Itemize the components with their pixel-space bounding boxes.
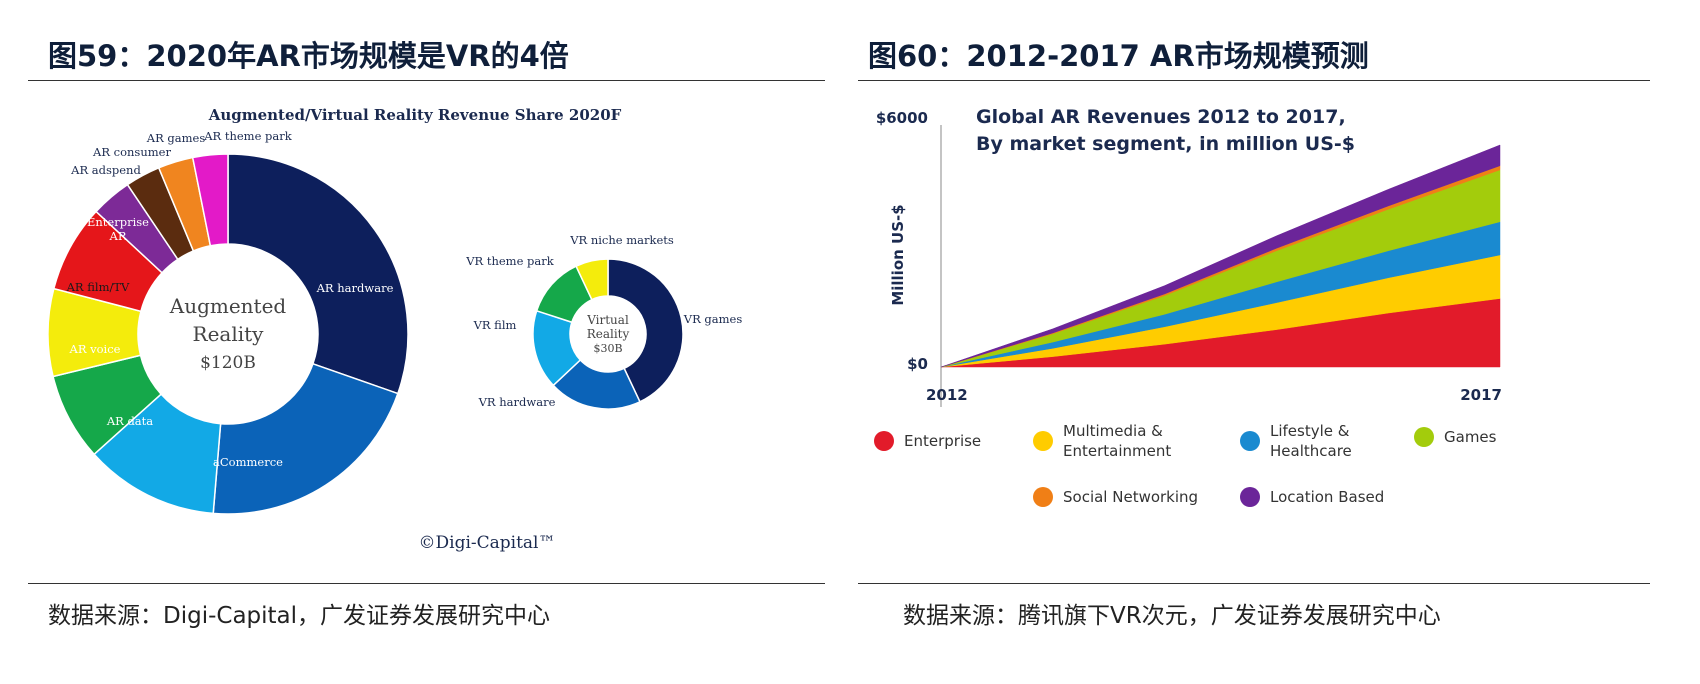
slice-label-vr-film: VR film	[473, 318, 517, 332]
slice-label-ar-adspend: AR adspend	[70, 163, 141, 177]
slice-label-ar-hardware: AR hardware	[316, 281, 394, 295]
slice-label-ar-games: AR games	[146, 131, 206, 145]
slice-label-enterprise-ar: AR	[109, 229, 127, 243]
legend-label-location-based: Location Based	[1270, 488, 1384, 506]
donut-chart: Augmented/Virtual Reality Revenue Share …	[47, 106, 743, 553]
legend-swatch-enterprise	[874, 431, 894, 451]
slice-acommerce	[212, 362, 399, 515]
legend-label-games: Games	[1444, 428, 1497, 446]
legend-swatch-multimedia-entertainment	[1033, 431, 1053, 451]
slice-vr-niche-markets	[575, 258, 609, 301]
slice-label-acommerce: aCommerce	[213, 455, 283, 469]
figure-59-title: 图59：2020年AR市场规模是VR的4倍	[48, 39, 569, 73]
figure-60-source: 数据来源：腾讯旗下VR次元，广发证券发展研究中心	[903, 603, 1441, 629]
slice-ar-hardware	[227, 153, 409, 395]
x-tick-label: 2012	[926, 386, 968, 404]
legend-swatch-lifestyle-healthcare	[1240, 431, 1260, 451]
source-divider	[858, 583, 1650, 584]
y-axis-label: Million US-$	[889, 204, 907, 305]
figure-59-panel: 图59：2020年AR市场规模是VR的4倍 Augmented/Virtual …	[0, 0, 825, 684]
slice-label-vr-games: VR games	[683, 312, 743, 326]
chart-title-line: By market segment, in million US-$	[976, 133, 1355, 155]
legend-label-lifestyle-healthcare: Lifestyle &	[1270, 422, 1350, 440]
legend-label-multimedia-entertainment: Entertainment	[1063, 442, 1171, 460]
legend-label-multimedia-entertainment: Multimedia &	[1063, 422, 1163, 440]
legend-label-lifestyle-healthcare: Healthcare	[1270, 442, 1352, 460]
center-label: $30B	[593, 342, 622, 355]
slice-label-vr-theme-park: VR theme park	[465, 254, 555, 268]
figure-60-panel: 图60：2012-2017 AR市场规模预测 Global AR Revenue…	[858, 0, 1700, 684]
slice-label-ar-voice: AR voice	[69, 342, 121, 356]
area-location-based	[940, 144, 1501, 368]
y-tick-label: $6000	[876, 109, 928, 127]
x-tick-label: 2017	[1460, 386, 1502, 404]
chart-title: Augmented/Virtual Reality Revenue Share …	[208, 106, 622, 124]
chart-title-line: Global AR Revenues 2012 to 2017,	[976, 106, 1346, 128]
center-label: Virtual	[586, 313, 629, 327]
slice-label-ar-data: AR data	[106, 414, 153, 428]
legend-label-enterprise: Enterprise	[904, 432, 981, 450]
slice-vr-games	[607, 258, 684, 403]
center-label: $120B	[200, 353, 256, 373]
center-label: Augmented	[169, 294, 287, 318]
slice-label-ar-film-tv: AR film/TV	[66, 280, 130, 294]
center-label: Reality	[193, 322, 265, 346]
center-label: Reality	[587, 327, 630, 341]
title-divider	[858, 80, 1650, 81]
slice-label-ar-theme-park: AR theme park	[203, 129, 293, 143]
slice-ar-theme-park	[191, 153, 229, 247]
source-divider	[28, 583, 825, 584]
figure-60-title: 图60：2012-2017 AR市场规模预测	[868, 39, 1369, 73]
figure-59-source: 数据来源：Digi-Capital，广发证券发展研究中心	[48, 603, 551, 629]
title-divider	[28, 80, 825, 81]
slice-label-vr-niche-markets: VR niche markets	[569, 233, 674, 247]
watermark: ©Digi-Capital™	[419, 533, 556, 553]
legend-swatch-location-based	[1240, 487, 1260, 507]
legend-swatch-social-networking	[1033, 487, 1053, 507]
y-tick-label: $0	[907, 355, 928, 373]
slice-label-ar-consumer: AR consumer	[92, 145, 171, 159]
slice-label-vr-hardware: VR hardware	[478, 395, 556, 409]
legend-label-social-networking: Social Networking	[1063, 488, 1198, 506]
slice-label-enterprise-ar: Enterprise	[87, 215, 149, 229]
legend-swatch-games	[1414, 427, 1434, 447]
area-chart: Global AR Revenues 2012 to 2017, By marke…	[874, 106, 1502, 507]
